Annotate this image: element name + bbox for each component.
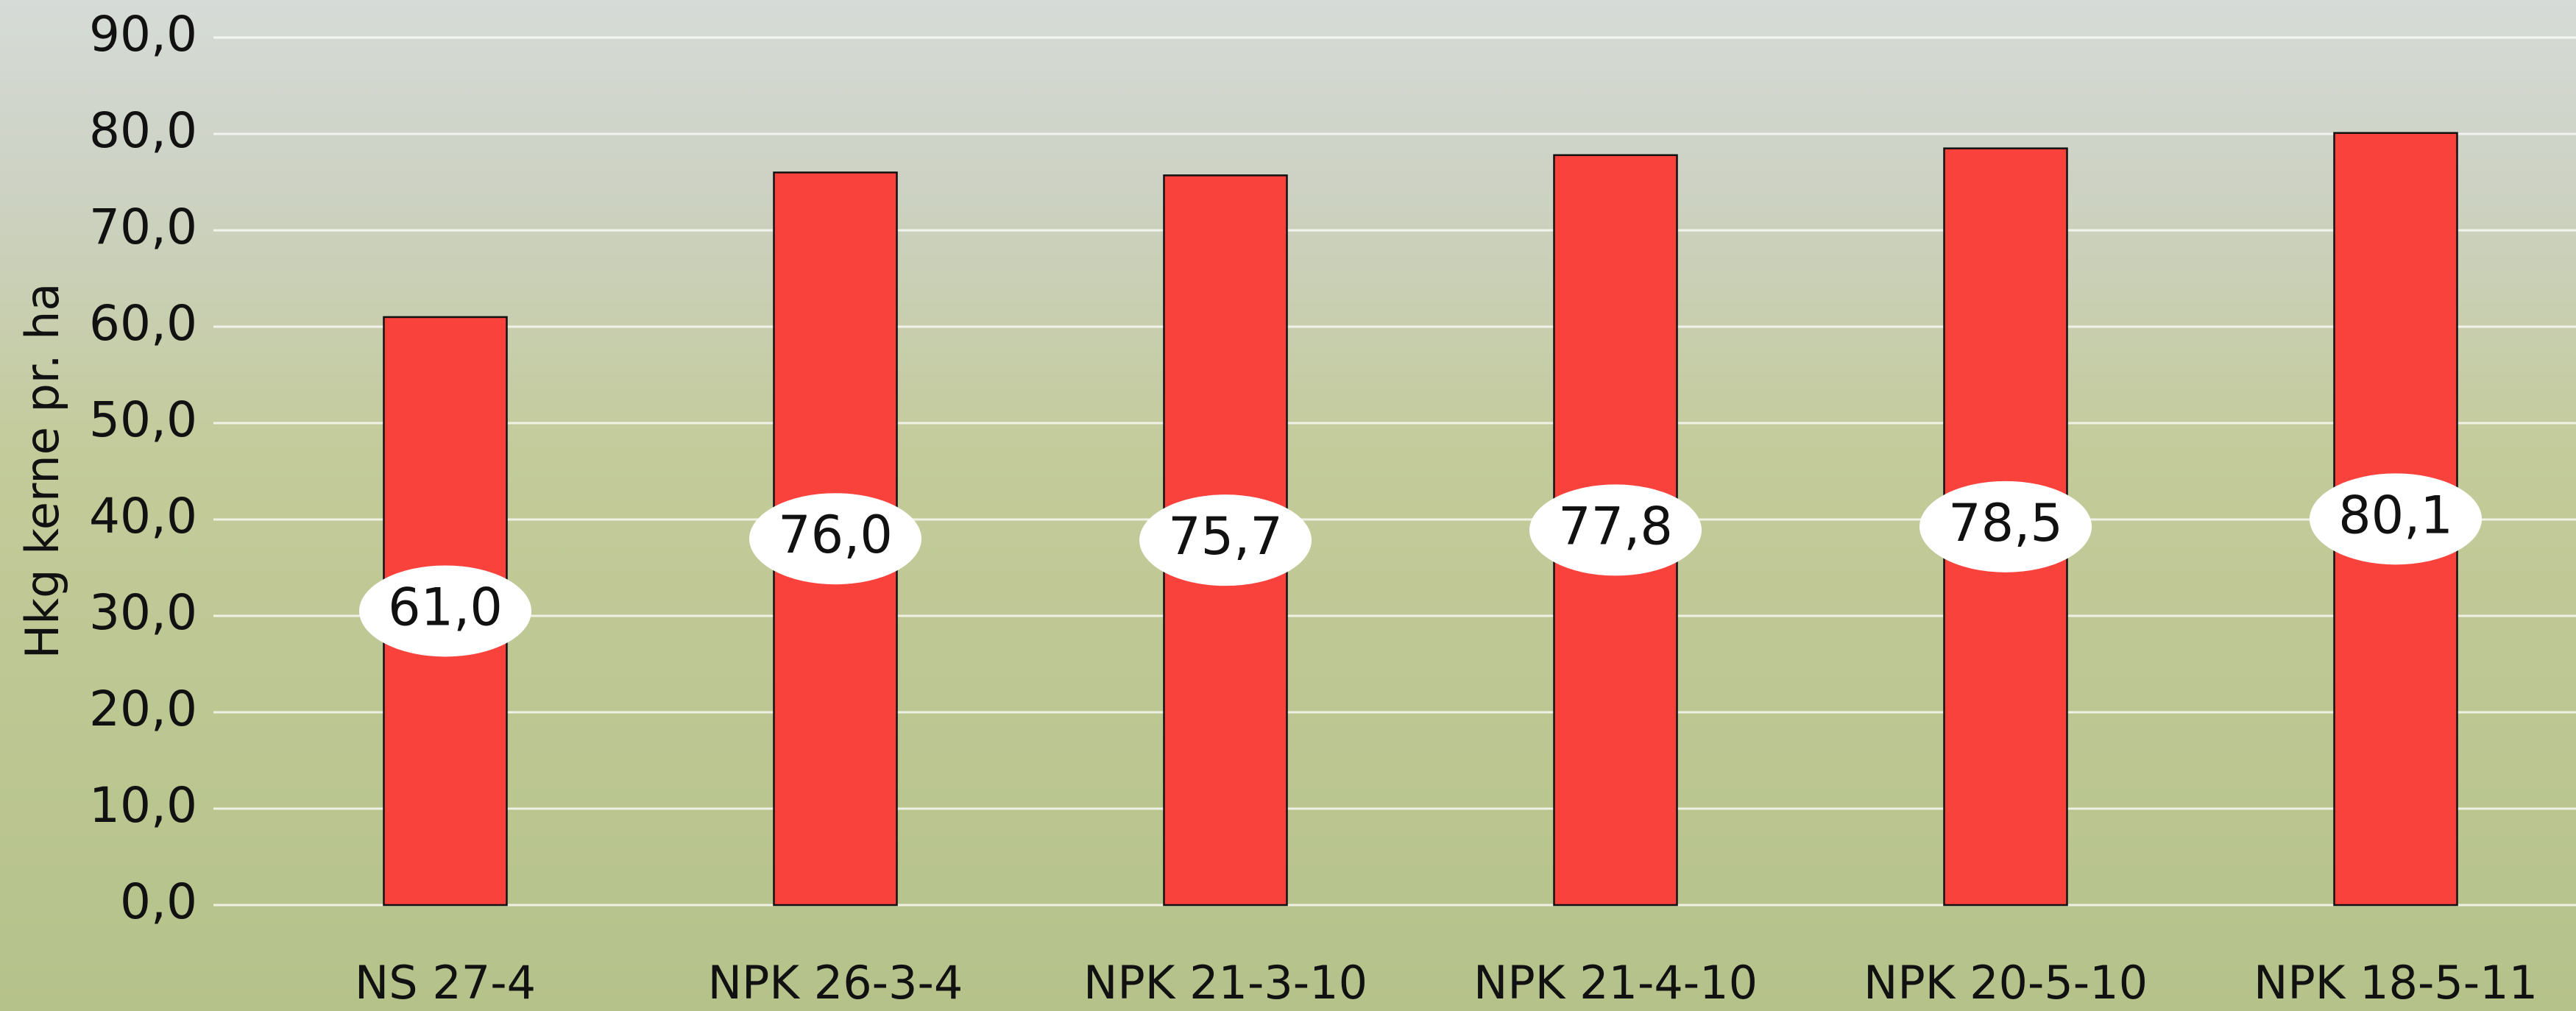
value-label: 80,1 [2338, 485, 2453, 545]
x-tick-label: NS 27-4 [355, 956, 536, 1010]
y-tick-label: 70,0 [89, 199, 197, 255]
x-tick-label: NPK 21-3-10 [1083, 956, 1367, 1010]
y-tick-label: 80,0 [89, 102, 197, 159]
y-tick-label: 30,0 [89, 584, 197, 641]
value-label: 61,0 [388, 577, 503, 637]
value-label: 76,0 [778, 505, 893, 565]
chart: Hkg kerne pr. ha 0,0 10,0 20,0 30,0 40,0 50,0… [0, 0, 2576, 1011]
y-tick-label: 90,0 [89, 6, 197, 63]
value-label: 75,7 [1168, 506, 1283, 567]
y-tick-label: 0,0 [120, 873, 197, 930]
x-tick-label: NPK 26-3-4 [708, 956, 963, 1010]
y-tick-label: 40,0 [89, 488, 197, 544]
x-tick-label: NPK 21-4-10 [1473, 956, 1758, 1010]
y-tick-label: 10,0 [89, 777, 197, 834]
x-tick-label: NPK 18-5-11 [2254, 956, 2538, 1010]
value-label: 77,8 [1558, 496, 1673, 556]
value-label: 78,5 [1948, 493, 2063, 553]
y-axis-label: Hkg kerne pr. ha [15, 283, 69, 659]
x-tick-label: NPK 20-5-10 [1864, 956, 2148, 1010]
y-tick-label: 50,0 [89, 391, 197, 448]
y-tick-label: 20,0 [89, 681, 197, 737]
y-tick-label: 60,0 [89, 295, 197, 352]
